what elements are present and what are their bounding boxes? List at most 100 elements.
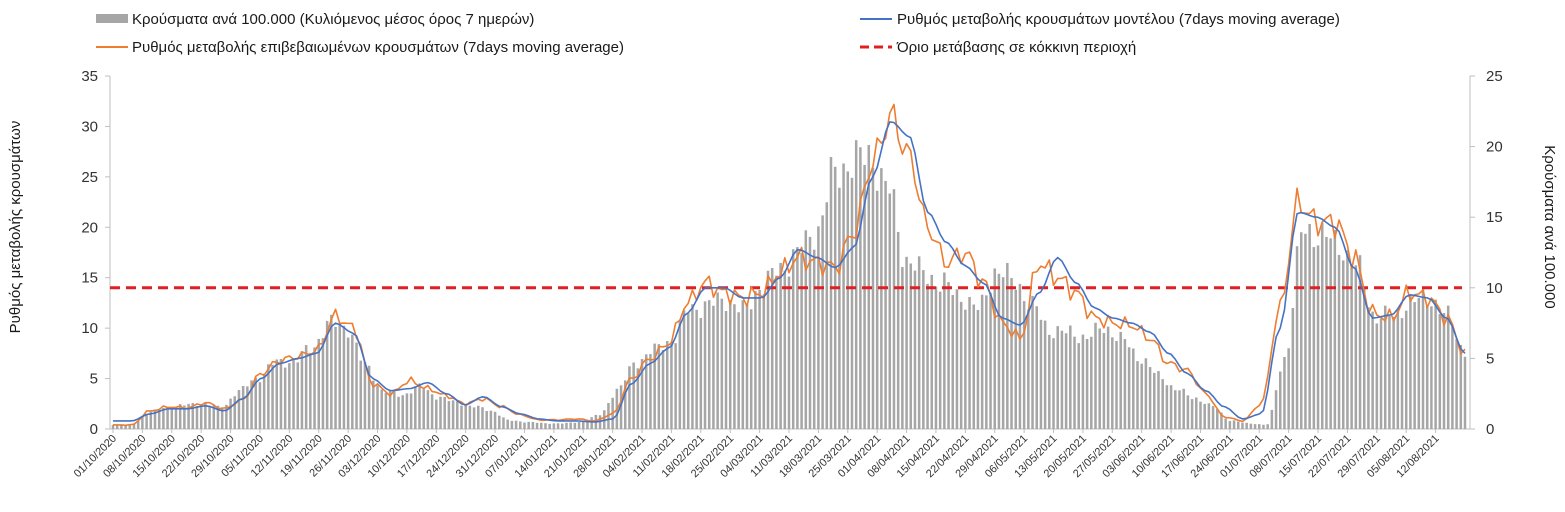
legend-confirmed-label: Ρυθμός μεταβολής επιβεβαιωμένων κρουσμάτ… (132, 39, 624, 56)
bar (1148, 367, 1152, 429)
bar (804, 230, 808, 429)
bar (191, 403, 195, 429)
bar (586, 420, 589, 429)
bar (644, 354, 648, 429)
bar (972, 304, 976, 429)
bar (120, 424, 123, 429)
model-rate-line (113, 121, 1466, 423)
bar (1001, 277, 1005, 429)
bar (258, 382, 262, 429)
bar (1409, 294, 1412, 429)
bar (695, 309, 698, 429)
bar (317, 338, 320, 429)
bar (1014, 289, 1017, 429)
bar (1258, 424, 1261, 429)
legend-bars-swatch (96, 14, 128, 23)
bar (640, 359, 644, 429)
bar (304, 345, 308, 429)
y-left-tick-label: 35 (81, 68, 98, 85)
bar (1295, 246, 1299, 429)
bar (552, 423, 556, 429)
bar (1270, 409, 1274, 429)
bar (1362, 287, 1366, 429)
bar (1043, 320, 1047, 429)
bar (1182, 388, 1185, 429)
bar (1451, 326, 1454, 429)
bar (686, 313, 690, 429)
bar (296, 362, 300, 429)
bar (943, 272, 946, 429)
bar (968, 296, 971, 429)
bar (1031, 295, 1034, 429)
bar (1417, 297, 1421, 429)
bar (300, 351, 304, 429)
y-left-tick-label: 5 (90, 371, 98, 388)
bar (1216, 409, 1219, 429)
bar (1022, 301, 1026, 429)
y-left-tick-label: 10 (81, 320, 98, 337)
bar (355, 342, 358, 429)
bar (1425, 305, 1429, 429)
bar (665, 341, 669, 429)
bar (506, 419, 509, 429)
bar (145, 413, 148, 429)
bar (498, 415, 501, 429)
bar (388, 389, 392, 429)
bar (1367, 307, 1370, 429)
bar (141, 415, 144, 429)
bar (1157, 371, 1160, 429)
bar (1358, 255, 1362, 429)
bar (1006, 262, 1009, 429)
bar (678, 320, 682, 429)
bar (1052, 338, 1055, 429)
bar (1262, 424, 1265, 429)
bar (720, 298, 724, 429)
bar (1060, 330, 1064, 429)
bar (166, 407, 169, 429)
bar (1283, 356, 1286, 429)
bar (649, 354, 652, 429)
bar (1413, 302, 1416, 429)
bar (1211, 406, 1215, 429)
bar (237, 390, 241, 429)
bar (1430, 306, 1433, 429)
bar (699, 317, 703, 429)
bar (1140, 363, 1143, 429)
bar (363, 362, 367, 429)
bar (674, 343, 677, 429)
bar (1346, 250, 1349, 429)
bar (1207, 403, 1211, 429)
confirmed-rate-line (112, 103, 1466, 427)
bar (153, 409, 157, 429)
bar (1119, 331, 1122, 429)
bar (682, 310, 686, 429)
y-right-tick-label: 0 (1486, 421, 1494, 438)
bar (838, 187, 841, 429)
legend-bars-label: Κρούσματα ανά 100.000 (Κυλιόμενος μέσος … (132, 11, 534, 28)
bar (980, 294, 984, 429)
bar (850, 177, 854, 429)
bar (1316, 245, 1320, 429)
x-ticks: 01/10/202008/10/202015/10/202022/10/2020… (72, 429, 1442, 480)
bar (435, 399, 438, 429)
bar (250, 380, 253, 429)
bar (1010, 278, 1013, 429)
bar (443, 396, 446, 429)
bar (1064, 333, 1068, 429)
y-axis-left-title: Ρυθμός μεταβολής κρουσμάτων (7, 121, 24, 334)
bar (187, 403, 190, 429)
y-left-tick-label: 0 (90, 421, 98, 438)
bar (758, 289, 761, 429)
bar (481, 407, 484, 429)
bar (1115, 340, 1118, 429)
bar (842, 163, 845, 430)
bar (1421, 289, 1425, 429)
bar (1337, 254, 1341, 429)
bar (548, 423, 551, 429)
bar (527, 421, 530, 429)
bar (1438, 313, 1442, 429)
bar (959, 301, 963, 429)
bar (661, 350, 665, 429)
bar (787, 276, 791, 429)
bar (770, 267, 774, 429)
